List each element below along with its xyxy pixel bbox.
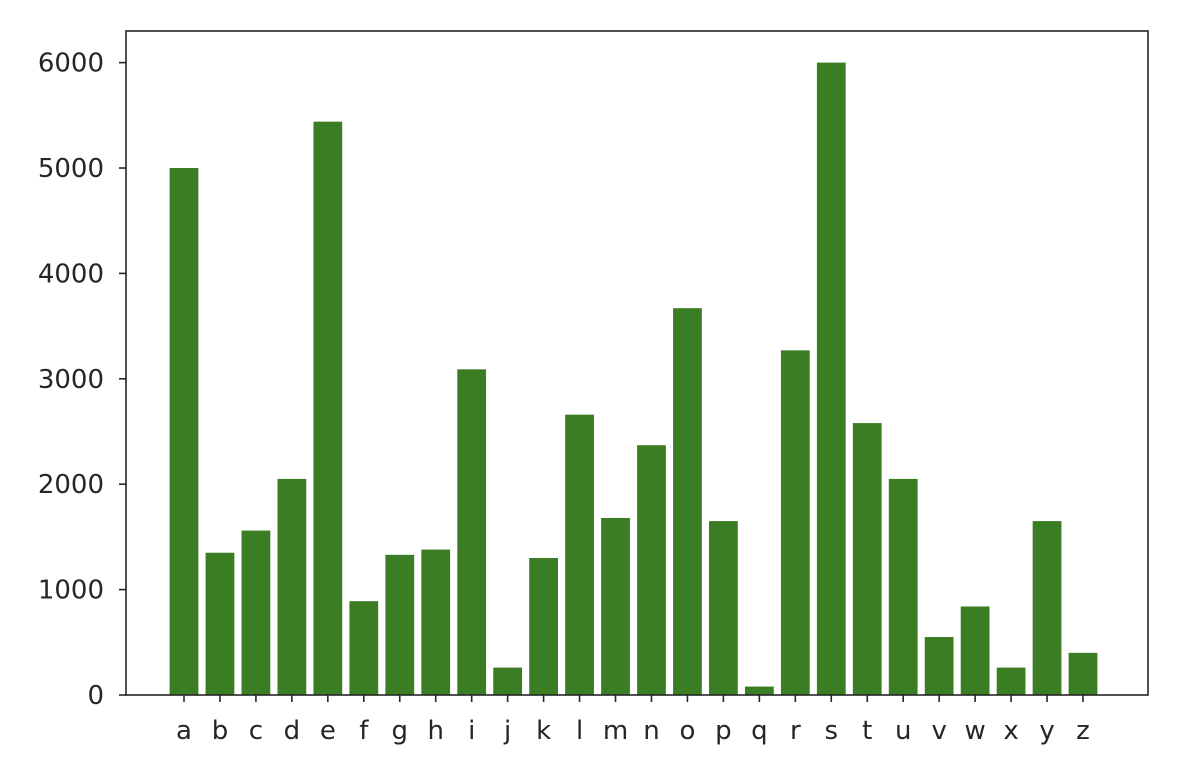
- bar-a: [169, 168, 199, 695]
- bar-d: [277, 478, 307, 695]
- x-tick-label: d: [284, 716, 301, 746]
- bars-group: [169, 62, 1098, 696]
- bar-z: [1068, 652, 1098, 695]
- bar-f: [349, 601, 379, 695]
- x-tick-label: y: [1039, 716, 1054, 746]
- y-tick-label: 4000: [38, 259, 104, 289]
- x-tick-label: n: [643, 716, 659, 746]
- x-tick-label: e: [320, 716, 336, 746]
- x-tick-label: c: [249, 716, 263, 746]
- x-tick-label: j: [503, 716, 511, 746]
- y-tick-label: 0: [87, 681, 104, 711]
- x-tick-label: u: [895, 716, 911, 746]
- bar-p: [709, 521, 738, 695]
- bar-j: [493, 667, 523, 695]
- bar-u: [888, 478, 918, 695]
- bar-l: [565, 414, 594, 695]
- y-tick-label: 6000: [38, 49, 104, 79]
- x-tick-label: k: [536, 716, 551, 746]
- bar-k: [529, 557, 558, 695]
- x-tick-label: z: [1076, 716, 1090, 746]
- bar-q: [744, 686, 774, 695]
- bar-c: [241, 530, 271, 695]
- x-tick-label: v: [931, 716, 946, 746]
- x-tick-label: w: [964, 716, 985, 746]
- bar-o: [673, 308, 702, 695]
- x-tick-label: b: [212, 716, 229, 746]
- bar-e: [313, 121, 343, 695]
- x-tick-label: h: [427, 716, 443, 746]
- x-tick-label: s: [825, 716, 839, 746]
- x-tick-label: t: [862, 716, 872, 746]
- y-tick-label: 3000: [38, 365, 104, 395]
- y-tick-label: 2000: [38, 470, 104, 500]
- y-axis: 0 1000 2000 3000 4000 5000 6000: [38, 49, 126, 711]
- x-tick-label: i: [468, 716, 475, 746]
- x-tick-label: a: [176, 716, 192, 746]
- bar-h: [421, 549, 451, 695]
- bar-x: [996, 667, 1026, 695]
- x-tick-label: g: [392, 716, 409, 746]
- x-tick-label: x: [1003, 716, 1018, 746]
- x-tick-label: o: [679, 716, 695, 746]
- bar-i: [457, 369, 487, 695]
- bar-y: [1032, 521, 1062, 695]
- bar-s: [816, 62, 846, 696]
- bar-r: [780, 350, 810, 695]
- bar-v: [924, 637, 954, 695]
- bar-n: [637, 445, 666, 695]
- x-tick-label: f: [359, 716, 369, 746]
- plot-frame: [125, 30, 1149, 696]
- x-tick-label: l: [576, 716, 583, 746]
- bar-w: [960, 606, 990, 695]
- x-tick-label: r: [790, 716, 801, 746]
- x-tick-label: q: [751, 716, 768, 746]
- y-tick-label: 1000: [38, 576, 104, 606]
- bar-g: [385, 554, 415, 695]
- bar-m: [601, 517, 630, 695]
- bar-b: [205, 552, 235, 695]
- x-tick-label: p: [715, 716, 732, 746]
- bar-t: [852, 423, 882, 695]
- x-tick-label: m: [603, 716, 628, 746]
- y-tick-label: 5000: [38, 154, 104, 184]
